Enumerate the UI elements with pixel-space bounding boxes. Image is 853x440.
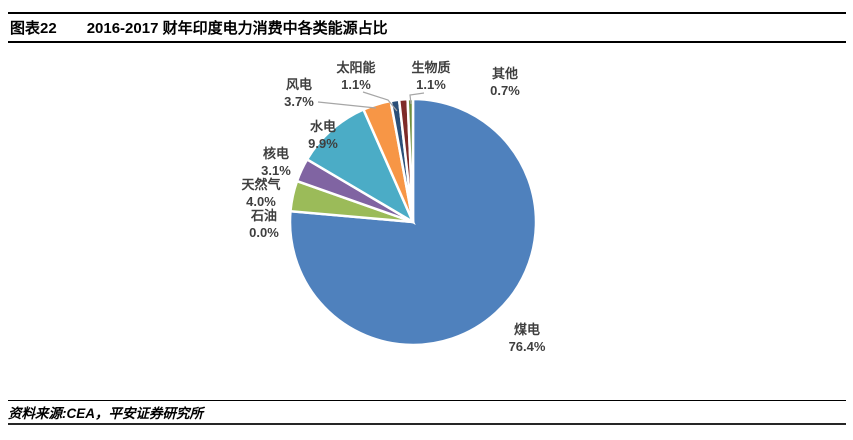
slice-name: 天然气 bbox=[241, 177, 281, 192]
pie-label-gas: 天然气 4.0% bbox=[241, 176, 280, 210]
pie-label-oil: 石油 0.0% bbox=[249, 207, 279, 241]
leader-line-solar bbox=[362, 91, 398, 112]
slice-name: 核电 bbox=[262, 146, 290, 161]
figure-title: 2016-2017 财年印度电力消费中各类能源占比 bbox=[86, 20, 388, 37]
slice-percent: 0.0% bbox=[249, 225, 279, 240]
slice-percent: 4.0% bbox=[246, 194, 276, 209]
figure-number-label: 图表22 bbox=[10, 20, 57, 37]
slice-percent: 0.7% bbox=[490, 83, 520, 98]
slice-name: 生物质 bbox=[411, 60, 451, 75]
pie-label-wind: 风电 3.7% bbox=[284, 76, 314, 110]
slice-name: 煤电 bbox=[513, 322, 540, 337]
pie-label-other: 其他 0.7% bbox=[490, 65, 520, 99]
leader-line-wind bbox=[317, 101, 377, 109]
pie-label-solar: 太阳能 1.1% bbox=[336, 59, 375, 93]
pie-label-coal: 煤电 76.4% bbox=[509, 321, 546, 355]
leader-line-biomass bbox=[409, 92, 425, 105]
slice-percent: 1.1% bbox=[341, 77, 371, 92]
pie-slice-4 bbox=[305, 107, 416, 226]
pie-label-biomass: 生物质 1.1% bbox=[411, 59, 450, 93]
pie-label-hydro: 水电 9.9% bbox=[308, 118, 338, 152]
slice-percent: 1.1% bbox=[416, 77, 446, 92]
source-note: 资料来源:CEA，平安证券研究所 bbox=[8, 400, 846, 425]
slice-name: 其他 bbox=[491, 66, 519, 81]
pie-slices bbox=[288, 97, 538, 347]
slice-name: 风电 bbox=[285, 77, 313, 92]
slice-percent: 3.1% bbox=[261, 163, 291, 178]
slice-percent: 3.7% bbox=[284, 94, 314, 109]
pie-label-nuclear: 核电 3.1% bbox=[261, 145, 291, 179]
slice-name: 石油 bbox=[250, 208, 278, 223]
slice-name: 太阳能 bbox=[336, 60, 376, 75]
source-text: 资料来源:CEA，平安证券研究所 bbox=[8, 406, 203, 421]
slice-percent: 9.9% bbox=[308, 136, 338, 151]
slice-percent: 76.4% bbox=[508, 339, 546, 354]
slice-name: 水电 bbox=[309, 119, 337, 134]
figure-header: 图表22 2016-2017 财年印度电力消费中各类能源占比 bbox=[8, 12, 846, 43]
